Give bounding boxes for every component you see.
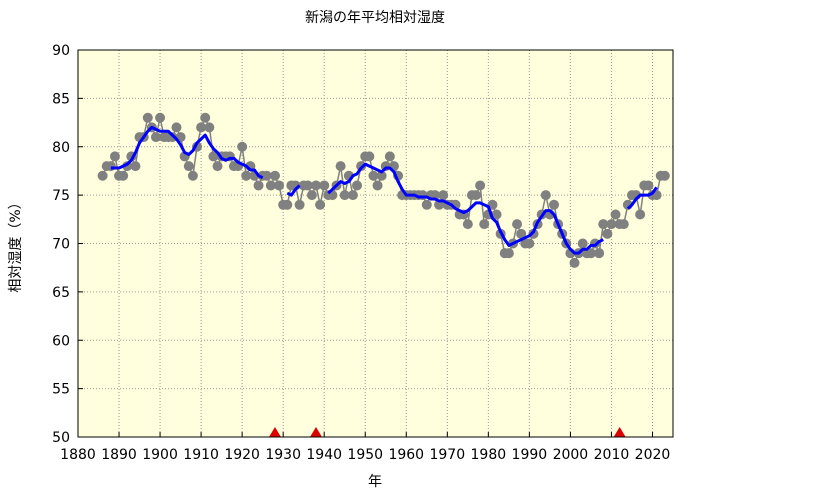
x-tick-label: 1940 [306,447,342,463]
data-point [364,151,375,162]
data-point [549,199,559,210]
y-tick-label: 90 [52,43,70,59]
data-point [311,180,321,191]
data-point [491,209,502,220]
data-point [315,199,326,210]
data-point [212,161,223,172]
data-point [261,170,272,181]
data-point [540,190,551,201]
data-point [503,248,514,259]
x-tick-label: 2000 [553,447,589,463]
data-point [142,112,153,123]
data-point [253,180,264,191]
data-point [347,190,358,201]
y-tick-label: 55 [52,382,70,398]
data-point [105,161,116,172]
data-point [438,190,449,201]
data-point [352,180,363,191]
x-tick-label: 1970 [429,447,465,463]
data-point [635,209,646,220]
data-point [335,161,346,172]
x-tick-label: 1950 [347,447,383,463]
series-line [110,125,658,255]
data-point [569,257,580,268]
y-tick-label: 65 [52,285,70,301]
x-tick-label: 2020 [635,447,671,463]
data-point [130,161,141,172]
x-tick-label: 1900 [142,447,178,463]
data-point [282,199,293,210]
data-point [462,219,473,230]
x-axis-label: 年 [368,474,382,490]
y-axis-label: 相対湿度（%） [8,195,24,292]
data-point [594,248,605,259]
data-point [610,209,621,220]
data-point [479,219,490,230]
data-point [265,180,276,191]
data-point [237,141,248,152]
chart-title: 新潟の年平均相対湿度 [305,10,445,26]
data-point [183,161,194,172]
data-point [204,122,215,133]
data-point [187,170,198,181]
x-tick-label: 1980 [471,447,507,463]
data-point [471,190,482,201]
data-point [171,122,182,133]
data-point [274,180,285,191]
data-point [200,112,211,123]
y-tick-label: 50 [52,430,70,446]
y-tick-label: 85 [52,91,70,107]
y-tick-label: 80 [52,140,70,156]
data-point [659,170,670,181]
data-point [241,170,252,181]
data-point [384,151,395,162]
x-tick-label: 1960 [388,447,424,463]
data-point [302,180,313,191]
change-marker [268,427,281,437]
x-tick-label: 2010 [594,447,630,463]
data-point [585,248,596,259]
data-point [602,228,613,239]
data-point [516,228,527,239]
x-tick-label: 1890 [101,447,137,463]
data-point [97,170,108,181]
x-tick-label: 1920 [224,447,260,463]
data-point [598,219,609,230]
data-point [306,190,317,201]
data-point [294,199,305,210]
y-tick-label: 60 [52,333,70,349]
y-tick-label: 75 [52,188,70,204]
data-point [512,219,523,230]
data-point [577,238,588,249]
change-marker [310,427,322,437]
data-point [155,112,166,123]
change-marker [613,427,626,437]
x-tick-label: 1910 [183,447,219,463]
y-tick-label: 70 [52,237,70,253]
data-point [269,170,280,181]
plot-frame [77,49,674,438]
data-point [372,180,383,191]
data-point [196,122,207,133]
data-point [339,190,350,201]
data-point [376,170,387,181]
data-point [475,180,486,191]
data-point [150,132,161,143]
data-point [368,170,379,181]
data-point [109,151,120,162]
x-tick-label: 1990 [512,447,548,463]
data-point [618,219,629,230]
data-point [606,219,617,230]
x-tick-label: 1930 [265,447,301,463]
data-point [319,180,330,191]
data-point [643,180,654,191]
data-point [421,199,432,210]
data-point [524,238,535,249]
data-point [208,151,219,162]
data-point [118,170,129,181]
x-tick-label: 1880 [60,447,96,463]
